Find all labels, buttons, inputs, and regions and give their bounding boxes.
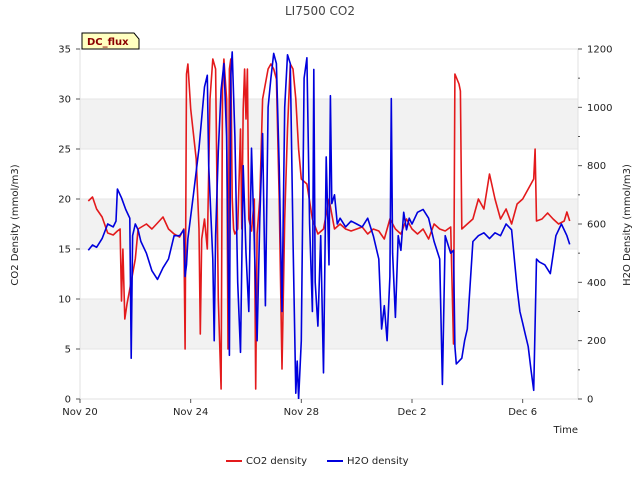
- legend-label-co2: CO2 density: [246, 456, 307, 467]
- y-axis-title: CO2 Density (mmol/m3): [10, 164, 21, 285]
- badge-label: DC_flux: [87, 37, 129, 48]
- grid-band: [80, 99, 578, 149]
- y-tick-label: 30: [58, 95, 71, 106]
- y-tick-label: 5: [65, 345, 71, 356]
- x-tick-label: Nov 20: [62, 407, 97, 418]
- y2-tick-label: 1200: [587, 45, 612, 56]
- x-tick-label: Nov 28: [284, 407, 319, 418]
- y-tick-label: 35: [58, 45, 71, 56]
- y2-axis-title: H2O Density (mmol/m3): [622, 164, 633, 286]
- y2-tick-label: 800: [587, 161, 606, 172]
- y2-tick-label: 400: [587, 278, 606, 289]
- y2-tick-label: 200: [587, 336, 606, 347]
- y-tick-label: 20: [58, 195, 71, 206]
- legend: CO2 density H2O density: [226, 456, 409, 467]
- legend-label-h2o: H2O density: [347, 456, 409, 467]
- y2-tick-label: 600: [587, 220, 606, 231]
- y-tick-label: 15: [58, 245, 71, 256]
- y-tick-label: 10: [58, 295, 71, 306]
- y-tick-label: 0: [65, 395, 71, 406]
- x-axis-ticks: Nov 20 Nov 24 Nov 28 Dec 2 Dec 6: [62, 399, 537, 418]
- y-axis-ticks: 0 5 10 15 20 25 30 35: [58, 45, 80, 406]
- y2-tick-label: 1000: [587, 103, 612, 114]
- h2o-density-line: [87, 51, 571, 399]
- x-tick-label: Dec 2: [398, 407, 427, 418]
- x-axis-title: Time: [553, 425, 578, 436]
- badge-shape: [81, 32, 140, 50]
- chart-title: LI7500 CO2: [285, 4, 355, 18]
- x-tick-label: Dec 6: [508, 407, 537, 418]
- dc-flux-badge: DC_flux: [81, 32, 140, 50]
- y-tick-label: 25: [58, 145, 71, 156]
- y2-tick-label: 0: [587, 395, 593, 406]
- x-tick-label: Nov 24: [173, 407, 208, 418]
- grid-band: [80, 299, 578, 349]
- y2-axis-ticks: 0 200 400 600 800 1000 1200: [578, 45, 612, 406]
